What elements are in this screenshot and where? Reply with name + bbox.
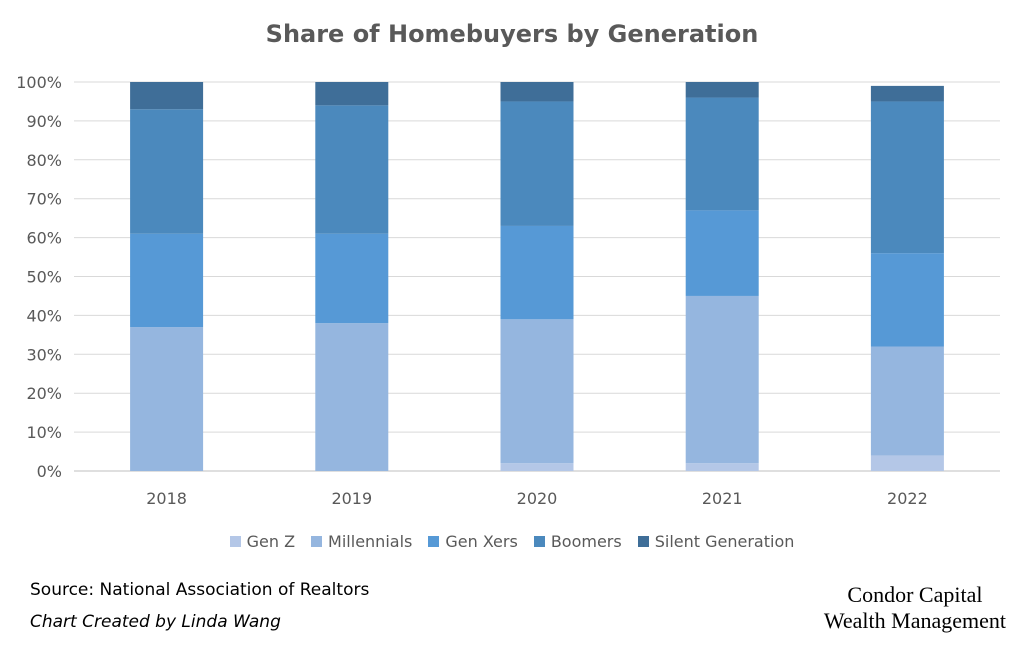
legend-entry: Boomers (533, 532, 622, 551)
y-tick-label: 50% (26, 268, 62, 287)
legend-label: Gen Xers (445, 532, 518, 551)
legend-entry: Gen Xers (428, 532, 518, 551)
y-tick-label: 60% (26, 229, 62, 248)
bar-segment-silent-generation (130, 82, 204, 110)
y-tick-label: 30% (26, 345, 62, 364)
bar-segment-millennials (870, 346, 944, 456)
bar-segment-silent-generation (685, 82, 759, 98)
bar-segment-silent-generation (500, 82, 574, 102)
bar-segment-boomers (685, 97, 759, 211)
brand-logo: Condor Capital Wealth Management (824, 582, 1006, 634)
bar-segment-gen-xers (870, 253, 944, 347)
bar-segment-gen-xers (130, 233, 204, 328)
y-tick-label: 80% (26, 151, 62, 170)
x-tick-label: 2021 (702, 489, 743, 508)
bar-segment-gen-xers (500, 225, 574, 320)
bar-segment-gen-xers (315, 233, 389, 324)
bar-segment-boomers (315, 105, 389, 234)
bar-segment-silent-generation (315, 82, 389, 106)
y-tick-label: 20% (26, 384, 62, 403)
y-tick-label: 10% (26, 423, 62, 442)
legend-swatch (637, 536, 649, 547)
legend-label: Millennials (328, 532, 413, 551)
legend-entry: Silent Generation (637, 532, 795, 551)
bar-segment-gen-z (685, 463, 759, 471)
chart-title: Share of Homebuyers by Generation (265, 20, 759, 48)
legend-label: Boomers (550, 532, 622, 551)
bar-segment-millennials (130, 327, 204, 471)
y-tick-label: 90% (26, 112, 62, 131)
y-tick-label: 40% (26, 306, 62, 325)
legend-label: Silent Generation (654, 532, 795, 551)
legend-swatch (533, 536, 545, 547)
legend-label: Gen Z (246, 532, 296, 551)
bar-segment-gen-z (500, 463, 574, 471)
bar-segment-millennials (500, 319, 574, 464)
x-tick-label: 2022 (887, 489, 928, 508)
credit-note: Chart Created by Linda Wang (30, 612, 281, 632)
bar-segment-gen-z (870, 455, 944, 471)
legend-entry: Gen Z (229, 532, 296, 551)
bar-segment-millennials (685, 295, 759, 464)
brand-line-2: Wealth Management (823, 608, 1006, 633)
bar-segment-gen-xers (685, 210, 759, 296)
legend-swatch (229, 536, 241, 547)
x-tick-label: 2019 (331, 489, 372, 508)
bar-segment-boomers (500, 101, 574, 226)
legend-swatch (311, 536, 323, 547)
y-tick-label: 0% (37, 462, 62, 481)
chart-plot: 0% 10% 20% 30% 40% 50% 60% 70% 80% 90% 100% 2018 201… (16, 73, 1000, 508)
y-tick-label: 70% (26, 190, 62, 209)
bar-segment-boomers (870, 101, 944, 254)
chart-legend: Gen Z Millennials Gen Xers Boomers Silent Ge… (0, 532, 1024, 551)
source-note: Source: National Association of Realtors (30, 580, 370, 600)
x-tick-label: 2018 (146, 489, 187, 508)
y-tick-label: 100% (16, 73, 62, 92)
brand-line-1: Condor Capital (847, 582, 983, 607)
legend-entry: Millennials (311, 532, 412, 551)
x-tick-label: 2020 (517, 489, 558, 508)
legend-swatch (428, 536, 440, 547)
bar-segment-millennials (315, 323, 389, 471)
bar-segment-silent-generation (870, 85, 944, 102)
bar-segment-boomers (130, 109, 204, 234)
